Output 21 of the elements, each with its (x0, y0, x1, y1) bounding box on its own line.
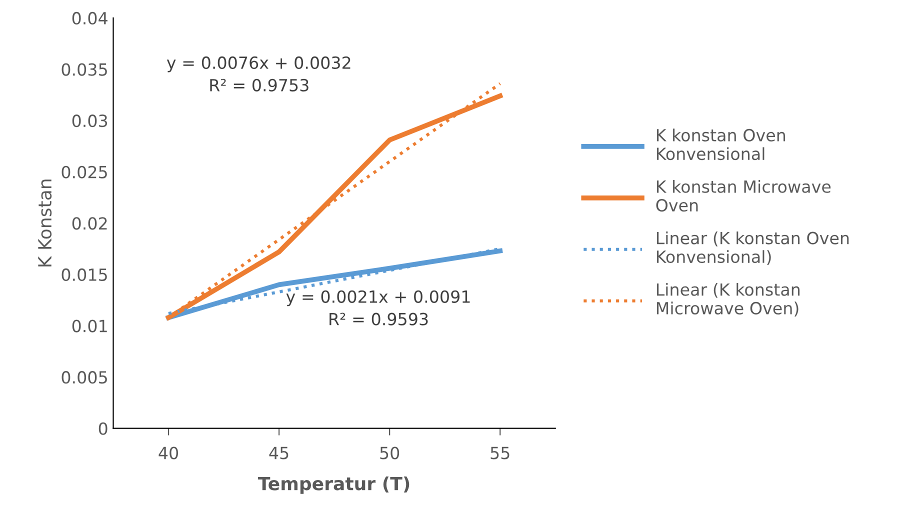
legend-label: Linear (K konstan Microwave Oven) (656, 282, 800, 316)
y-tick-label: 0.03 (72, 114, 108, 128)
y-axis-title: K Konstan (38, 180, 52, 266)
x-tick-label: 50 (380, 446, 400, 460)
y-tick-label: 0.025 (62, 166, 107, 178)
annotation: y = 0.0076x + 0.0032 R² = 0.9753 (166, 56, 350, 92)
y-tick-label: 0.02 (72, 217, 107, 230)
legend-label: K konstan Microwave Oven (656, 180, 831, 212)
y-tick-label: 0.015 (62, 268, 107, 282)
legend-label: K konstan Oven Konvensional (656, 128, 786, 160)
x-tick-label: 55 (490, 446, 510, 460)
y-tick-label: 0.01 (72, 320, 107, 332)
x-tick-label: 45 (269, 446, 288, 460)
legend-label: Linear (K konstan Oven Konvensional) (656, 231, 849, 266)
x-tick-label: 40 (158, 446, 178, 460)
y-tick-label: 0.04 (72, 12, 108, 25)
y-tick-label: 0.035 (62, 63, 107, 76)
y-tick-label: 0 (98, 422, 108, 435)
annotation: y = 0.0021x + 0.0091 R² = 0.9593 (286, 290, 470, 326)
x-axis-title: Temperatur (T) (258, 476, 410, 494)
y-tick-label: 0.005 (62, 371, 107, 384)
